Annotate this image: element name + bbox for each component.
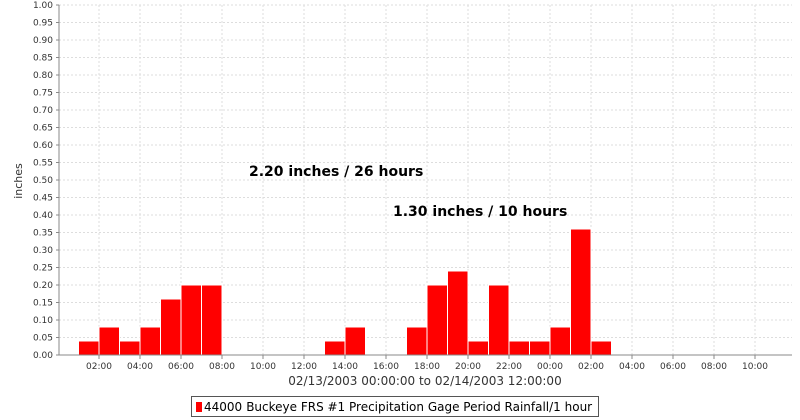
y-tick-label: 0.60 (33, 141, 53, 151)
bar (570, 228, 592, 356)
y-tick-label: 0.20 (33, 281, 53, 291)
bar (139, 326, 161, 356)
bar (78, 340, 100, 356)
x-tick-label: 22:00 (496, 362, 522, 372)
bar (529, 340, 551, 356)
y-tick-label: 0.70 (33, 106, 53, 116)
bar (119, 340, 141, 356)
x-tick-label: 04:00 (127, 362, 153, 372)
x-tick-label: 04:00 (619, 362, 645, 372)
bar (324, 340, 346, 356)
x-tick-label: 08:00 (701, 362, 727, 372)
legend: 44000 Buckeye FRS #1 Precipitation Gage … (191, 396, 600, 417)
y-tick-label: 0.75 (33, 89, 53, 99)
legend-label: Buckeye FRS #1 Precipitation Gage Period… (246, 399, 593, 414)
bar (549, 326, 571, 356)
annotation-total: 2.20 inches / 26 hours (249, 164, 423, 180)
x-tick-label: 02:00 (86, 362, 112, 372)
legend-swatch (196, 401, 202, 412)
bar (426, 284, 448, 356)
y-tick-label: 0.95 (33, 19, 53, 29)
y-tick-label: 0.80 (33, 71, 53, 81)
bar (488, 284, 510, 356)
bar (180, 284, 202, 356)
y-tick-labels: 0.00 0.05 0.10 0.15 0.20 0.25 0.30 0.35 0.40 0.45… (33, 1, 53, 361)
bar (406, 326, 428, 356)
axes (56, 4, 792, 359)
bar (508, 340, 530, 356)
y-tick-label: 0.45 (33, 194, 53, 204)
bar (447, 270, 469, 356)
x-tick-label: 08:00 (209, 362, 235, 372)
y-tick-label: 0.05 (33, 334, 53, 344)
y-tick-label: 0.35 (33, 229, 53, 239)
y-tick-label: 0.25 (33, 264, 53, 274)
y-axis-label: inches (12, 163, 25, 199)
y-tick-label: 0.50 (33, 176, 53, 186)
y-tick-label: 0.15 (33, 299, 53, 309)
x-tick-label: 18:00 (414, 362, 440, 372)
y-tick-label: 1.00 (33, 1, 53, 11)
x-tick-labels: 02:00 04:00 06:00 08:00 10:00 12:00 14:00 16:00… (86, 362, 768, 372)
y-tick-label: 0.10 (33, 316, 53, 326)
bar (160, 298, 182, 356)
x-tick-label: 02:00 (578, 362, 604, 372)
bar (467, 340, 489, 356)
x-tick-label: 14:00 (332, 362, 358, 372)
x-tick-label: 10:00 (742, 362, 768, 372)
x-tick-label: 10:00 (250, 362, 276, 372)
x-tick-label: 06:00 (168, 362, 194, 372)
annotation-peak: 1.30 inches / 10 hours (393, 204, 567, 220)
y-tick-label: 0.65 (33, 124, 53, 134)
x-tick-label: 06:00 (660, 362, 686, 372)
x-axis-label: 02/13/2003 00:00:00 to 02/14/2003 12:00:… (288, 374, 561, 388)
y-tick-label: 0.40 (33, 211, 53, 221)
bar (344, 326, 366, 356)
x-tick-label: 00:00 (537, 362, 563, 372)
bars (78, 228, 612, 356)
bar (590, 340, 612, 356)
y-tick-label: 0.00 (33, 351, 53, 361)
bar (98, 326, 120, 356)
y-tick-label: 0.55 (33, 159, 53, 169)
legend-id: 44000 (204, 399, 243, 414)
y-tick-label: 0.30 (33, 246, 53, 256)
y-tick-label: 0.85 (33, 54, 53, 64)
x-tick-label: 16:00 (373, 362, 399, 372)
y-tick-label: 0.90 (33, 36, 53, 46)
x-tick-label: 12:00 (291, 362, 317, 372)
bar (201, 284, 223, 356)
x-tick-label: 20:00 (455, 362, 481, 372)
